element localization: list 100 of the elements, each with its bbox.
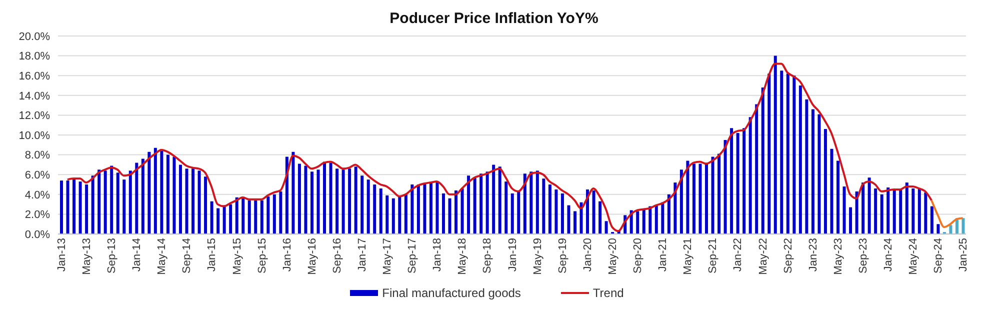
- bar: [204, 176, 208, 234]
- x-tick-label: Jan-22: [732, 238, 744, 272]
- x-tick-label: May-17: [382, 238, 394, 275]
- bar: [436, 182, 439, 234]
- bar: [429, 182, 432, 234]
- y-tick-label: 4.0%: [24, 189, 50, 202]
- bar: [548, 184, 552, 234]
- x-tick-label: Jan-18: [432, 238, 444, 272]
- bar: [811, 109, 814, 234]
- bar: [560, 193, 564, 234]
- bar: [680, 170, 683, 234]
- x-tick-label: Jan-21: [657, 238, 670, 272]
- line-series: [66, 62, 933, 232]
- bar: [172, 156, 176, 234]
- bar: [104, 170, 107, 234]
- bar: [686, 160, 690, 234]
- bar: [542, 178, 546, 234]
- bar: [836, 160, 840, 234]
- x-tick-label: Sep-19: [556, 238, 569, 274]
- bar: [141, 158, 144, 234]
- bar: [510, 193, 514, 234]
- x-tick-label: Jan-25: [958, 238, 970, 272]
- bar: [523, 174, 526, 234]
- bar: [498, 166, 502, 234]
- x-tick-label: Sep-16: [331, 238, 344, 274]
- x-tick-label: Sep-17: [406, 238, 419, 274]
- bar: [880, 194, 884, 234]
- bar: [110, 166, 114, 234]
- bar: [386, 195, 389, 234]
- bar: [235, 197, 238, 234]
- bar: [454, 190, 458, 234]
- bar: [392, 198, 395, 234]
- x-tick-label: Sep-21: [707, 238, 720, 274]
- x-tick-label: May-22: [757, 238, 770, 275]
- bar: [661, 202, 664, 234]
- bar: [304, 166, 308, 234]
- bar: [279, 191, 282, 234]
- y-tick-label: 2.0%: [24, 209, 50, 222]
- bar: [198, 170, 201, 234]
- x-tick-label: May-20: [607, 238, 620, 275]
- x-tick-label: May-19: [532, 238, 544, 275]
- bar: [936, 224, 940, 234]
- bar: [316, 170, 320, 234]
- bar: [517, 190, 520, 234]
- y-tick-label: 0.0%: [24, 228, 50, 241]
- bar: [410, 184, 414, 234]
- x-tick-label: May-13: [80, 238, 93, 275]
- bar: [442, 193, 445, 234]
- y-tick-label: 14.0%: [18, 90, 50, 102]
- bar: [154, 148, 157, 234]
- bar: [122, 180, 126, 234]
- legend-label: Final manufactured goods: [382, 286, 521, 300]
- x-tick-label: Jan-16: [281, 238, 294, 272]
- bar: [360, 176, 364, 234]
- bar: [748, 117, 752, 234]
- bar: [924, 192, 928, 234]
- bar: [774, 56, 777, 234]
- bar: [824, 129, 827, 234]
- bar: [730, 128, 734, 234]
- bar: [128, 170, 132, 234]
- y-tick-label: 12.0%: [18, 110, 50, 122]
- bar: [755, 104, 758, 234]
- bar: [404, 194, 408, 234]
- bar: [398, 196, 402, 234]
- bar: [798, 86, 802, 234]
- bar: [598, 201, 602, 234]
- bar: [178, 164, 182, 234]
- bar: [718, 154, 721, 234]
- x-tick-label: Jan-13: [56, 238, 68, 272]
- bar: [554, 189, 558, 234]
- x-tick-label: Jan-24: [882, 238, 895, 272]
- bar: [874, 188, 878, 234]
- bar: [698, 164, 702, 234]
- bar: [229, 204, 232, 234]
- bar: [448, 198, 452, 234]
- bar: [467, 176, 470, 234]
- bar: [918, 188, 921, 234]
- bar: [298, 164, 301, 234]
- x-tick-label: Sep-13: [106, 238, 118, 274]
- bar: [536, 170, 539, 234]
- bar: [886, 187, 890, 234]
- bar: [573, 211, 576, 234]
- bar: [786, 74, 790, 234]
- bar: [423, 184, 426, 234]
- bar: [342, 170, 345, 234]
- bar: [761, 87, 764, 234]
- bar: [855, 191, 858, 234]
- bar: [98, 170, 101, 234]
- y-tick-label: 8.0%: [24, 150, 50, 162]
- x-tick-label: May-18: [456, 238, 469, 275]
- bar: [480, 174, 483, 234]
- x-tick-label: Jan-23: [807, 238, 820, 272]
- y-tick-label: 18.0%: [18, 50, 50, 63]
- bar: [962, 218, 965, 234]
- bar: [899, 189, 902, 234]
- bar: [736, 133, 740, 234]
- bar: [72, 178, 76, 234]
- bar: [486, 172, 489, 234]
- bar: [930, 206, 934, 234]
- bar: [166, 154, 170, 234]
